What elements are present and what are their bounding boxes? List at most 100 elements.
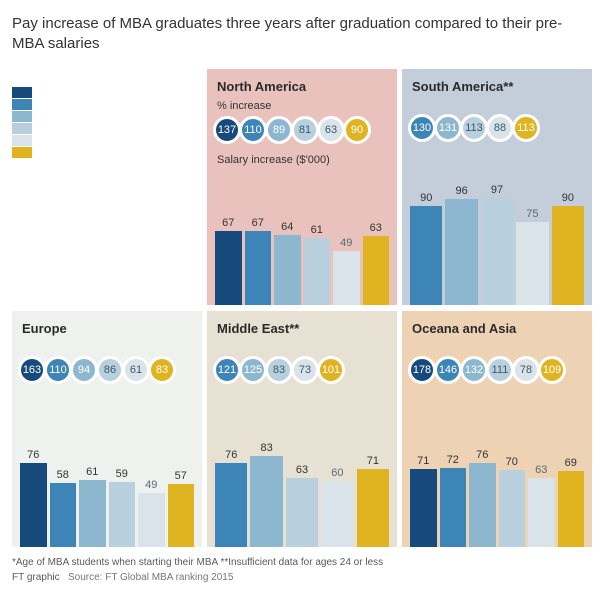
bar-wrap: 63 xyxy=(286,464,318,547)
legend-swatch xyxy=(12,99,32,110)
pct-circle: 137 xyxy=(213,116,241,144)
chart-container: Pay increase of MBA graduates three year… xyxy=(0,0,600,593)
bar-wrap: 61 xyxy=(304,224,331,305)
salary-bar xyxy=(552,206,584,305)
legend-swatch xyxy=(12,111,32,122)
legend-swatch xyxy=(12,135,32,146)
pct-circle: 78 xyxy=(512,356,540,384)
pct-circle: 125 xyxy=(239,356,267,384)
pct-circle: 83 xyxy=(265,356,293,384)
bar-wrap: 72 xyxy=(440,454,467,547)
pct-circle: 83 xyxy=(148,356,176,384)
bar-value-label: 71 xyxy=(357,455,389,467)
bar-wrap: 71 xyxy=(357,455,389,547)
salary-bar xyxy=(138,493,165,547)
bar-wrap: 63 xyxy=(363,222,390,305)
salary-increase-label: Salary increase ($'000) xyxy=(217,154,389,166)
pct-circle: 113 xyxy=(512,114,540,142)
bar-value-label: 63 xyxy=(528,464,555,476)
bar-wrap: 75 xyxy=(516,208,548,305)
panel-grid: North America% increase13711089816390Sal… xyxy=(12,69,588,547)
pct-circle: 101 xyxy=(317,356,345,384)
bar-value-label: 90 xyxy=(410,192,442,204)
bar-value-label: 75 xyxy=(516,208,548,220)
footnotes: *Age of MBA students when starting their… xyxy=(12,555,588,585)
salary-bar xyxy=(109,482,136,547)
bar-wrap: 76 xyxy=(20,449,47,547)
bar-value-label: 97 xyxy=(481,184,513,196)
salary-bars: 71 72 76 70 63 xyxy=(402,419,592,547)
footnote-line-1: *Age of MBA students when starting their… xyxy=(12,555,588,570)
pct-circle: 81 xyxy=(291,116,319,144)
salary-bar xyxy=(363,236,390,305)
panel-title: Middle East** xyxy=(217,321,389,336)
pct-circles: 1211258373101 xyxy=(213,356,389,384)
pct-circle: 90 xyxy=(343,116,371,144)
salary-bar xyxy=(79,480,106,547)
bar-value-label: 58 xyxy=(50,469,77,481)
salary-bar xyxy=(558,471,585,547)
bar-wrap: 90 xyxy=(552,192,584,305)
pct-circle: 131 xyxy=(434,114,462,142)
salary-bar xyxy=(357,469,389,547)
pct-circles: 13711089816390 xyxy=(213,116,389,144)
bar-wrap: 71 xyxy=(410,455,437,547)
bar-value-label: 96 xyxy=(445,185,477,197)
pct-circle: 113 xyxy=(460,114,488,142)
bar-wrap: 61 xyxy=(79,466,106,547)
pct-circles: 13013111388113 xyxy=(408,114,584,142)
bar-value-label: 64 xyxy=(274,221,301,233)
panel-middle-east: Middle East** 1211258373101 76 83 63 60 xyxy=(207,311,397,547)
bar-wrap: 83 xyxy=(250,442,282,547)
pct-circle: 132 xyxy=(460,356,488,384)
bar-wrap: 58 xyxy=(50,469,77,547)
bar-value-label: 63 xyxy=(286,464,318,476)
bar-value-label: 59 xyxy=(109,468,136,480)
bar-wrap: 57 xyxy=(168,470,195,547)
pct-circle: 61 xyxy=(122,356,150,384)
salary-bar xyxy=(321,481,353,547)
salary-bar xyxy=(440,468,467,547)
salary-bar xyxy=(250,456,282,547)
panel-europe: Europe16311094866183 76 58 61 59 xyxy=(12,311,202,547)
salary-bar xyxy=(469,463,496,547)
pct-circle: 146 xyxy=(434,356,462,384)
bar-wrap: 97 xyxy=(481,184,513,305)
bar-value-label: 49 xyxy=(138,479,165,491)
panel-title: Europe xyxy=(22,321,194,336)
salary-bar xyxy=(333,251,360,305)
salary-bars: 67 67 64 61 49 xyxy=(207,177,397,305)
panel-title: South America** xyxy=(412,79,584,94)
bar-value-label: 71 xyxy=(410,455,437,467)
salary-bar xyxy=(481,198,513,305)
bar-wrap: 96 xyxy=(445,185,477,305)
pct-circle: 121 xyxy=(213,356,241,384)
pct-circle: 63 xyxy=(317,116,345,144)
bar-value-label: 76 xyxy=(20,449,47,461)
footnote-line-2: FT graphic Source: FT Global MBA ranking… xyxy=(12,570,588,585)
bar-value-label: 57 xyxy=(168,470,195,482)
bar-value-label: 63 xyxy=(363,222,390,234)
bar-value-label: 69 xyxy=(558,457,585,469)
salary-bar xyxy=(304,238,331,305)
bar-value-label: 61 xyxy=(79,466,106,478)
bar-value-label: 76 xyxy=(215,449,247,461)
salary-bar xyxy=(245,231,272,305)
bar-wrap: 49 xyxy=(333,237,360,305)
pct-circle: 109 xyxy=(538,356,566,384)
bar-wrap: 49 xyxy=(138,479,165,547)
bar-wrap: 76 xyxy=(215,449,247,547)
salary-bar xyxy=(274,235,301,305)
bar-value-label: 49 xyxy=(333,237,360,249)
pct-circles: 17814613211178109 xyxy=(408,356,584,384)
bar-value-label: 60 xyxy=(321,467,353,479)
salary-bar xyxy=(20,463,47,547)
legend-swatch xyxy=(12,147,32,158)
bar-wrap: 60 xyxy=(321,467,353,547)
salary-bar xyxy=(445,199,477,305)
bar-value-label: 83 xyxy=(250,442,282,454)
salary-bar xyxy=(499,470,526,547)
bar-wrap: 67 xyxy=(245,217,272,305)
bar-value-label: 90 xyxy=(552,192,584,204)
panel-title: North America xyxy=(217,79,389,94)
